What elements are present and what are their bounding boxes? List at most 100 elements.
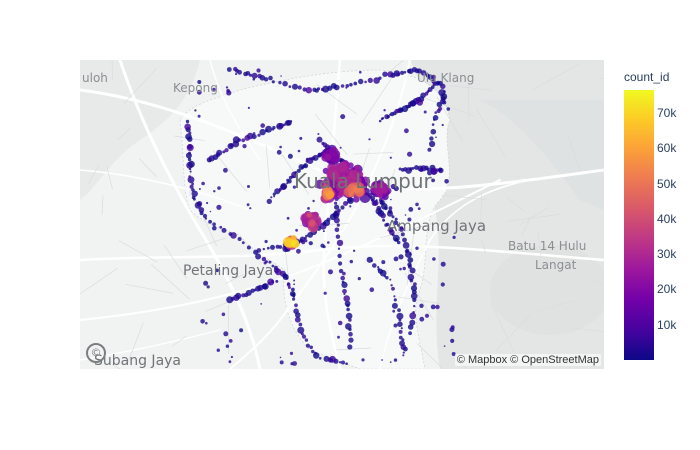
scatter-point [257, 284, 264, 291]
scatter-point [225, 344, 230, 348]
place-label-uloh: uloh [82, 71, 108, 85]
scatter-point [329, 355, 336, 363]
scatter-point [435, 304, 440, 310]
scatter-point [392, 234, 400, 242]
scatter-point [441, 123, 444, 127]
scatter-points [184, 66, 456, 366]
scatter-point [320, 87, 325, 92]
scatter-point [398, 335, 403, 340]
scatter-point [267, 278, 275, 286]
scatter-point [361, 358, 365, 362]
scatter-point [327, 241, 330, 244]
scatter-point [291, 171, 298, 179]
scatter-point [438, 89, 446, 97]
scatter-point [335, 234, 341, 239]
scatter-point [322, 245, 326, 249]
place-label-langat: Langat [535, 258, 577, 272]
scatter-point [209, 210, 212, 213]
scatter-point [347, 196, 353, 203]
scatter-point [334, 227, 340, 233]
scatter-point [372, 263, 377, 268]
scatter-point [391, 302, 398, 309]
scatter-point [404, 249, 409, 254]
scatter-point [343, 295, 351, 302]
scatter-point [415, 246, 419, 250]
scatter-point [420, 165, 427, 172]
scatter-point [404, 214, 407, 216]
scatter-point [440, 282, 445, 287]
map-canvas[interactable]: uloh Kepong Ulu Klang Kuala Lumpur Ampan… [80, 60, 604, 369]
scatter-point [237, 237, 242, 241]
scatter-point [389, 156, 392, 159]
scatter-point [337, 253, 342, 259]
scatter-point [191, 182, 194, 186]
scatter-point [342, 271, 346, 276]
scatter-point [415, 202, 419, 207]
place-labels: uloh Kepong Ulu Klang Kuala Lumpur Ampan… [82, 71, 586, 369]
scatter-point [308, 241, 313, 246]
scatter-point [420, 92, 426, 99]
scatter-point [339, 146, 342, 149]
scatter-point [212, 225, 217, 231]
scatter-point [398, 167, 402, 171]
scatter-point [303, 164, 307, 168]
scatter-point [424, 313, 430, 318]
scatter-point [433, 118, 436, 121]
map-panel[interactable]: uloh Kepong Ulu Klang Kuala Lumpur Ampan… [80, 60, 604, 369]
place-label-petaling-jaya: Petaling Jaya [183, 263, 273, 279]
scatter-point [309, 345, 313, 350]
scatter-point [390, 198, 392, 201]
scatter-point [435, 136, 437, 138]
scatter-point [337, 320, 343, 326]
place-label-batu-14-hulu: Batu 14 Hulu [508, 239, 586, 253]
scatter-point [200, 319, 205, 324]
scatter-point [305, 234, 308, 238]
scatter-point [430, 167, 438, 175]
mapbox-logo-icon[interactable]: © [86, 343, 106, 363]
scatter-point [337, 247, 341, 250]
scatter-point [219, 225, 223, 229]
scatter-point [260, 303, 263, 305]
scatter-point [440, 261, 446, 267]
scatter-point [247, 106, 250, 109]
scatter-point [257, 133, 261, 137]
scatter-point [417, 207, 421, 211]
scatter-point [382, 218, 386, 222]
scatter-point [338, 268, 344, 274]
scatter-point [221, 312, 226, 317]
scatter-point [275, 244, 280, 249]
scatter-point [263, 261, 267, 265]
scatter-point [293, 279, 296, 282]
scatter-point [187, 176, 195, 184]
hill-shading-southeast [490, 245, 604, 335]
scatter-point [265, 129, 269, 133]
scatter-point [427, 87, 433, 92]
scatter-point [397, 308, 401, 312]
scatter-point [336, 239, 344, 247]
scatter-point [216, 149, 223, 156]
map-attribution[interactable]: © Mapbox © OpenStreetMap [454, 354, 601, 366]
scatter-point [337, 335, 340, 339]
scatter-point [268, 75, 273, 81]
scatter-point [413, 282, 417, 286]
scatter-point [287, 286, 291, 289]
scatter-point [349, 205, 352, 208]
scatter-point [399, 267, 402, 271]
scatter-point [296, 248, 301, 254]
scatter-point [416, 68, 422, 74]
scatter-point [325, 190, 334, 200]
scatter-point [407, 104, 411, 108]
scatter-point [398, 254, 404, 260]
scatter-point [345, 84, 350, 88]
scatter-point [205, 321, 208, 325]
scatter-point [262, 247, 265, 251]
scatter-point [424, 91, 429, 96]
scatter-point [347, 344, 353, 350]
scatter-point [389, 361, 392, 363]
scatter-point [188, 151, 191, 155]
scatter-point [212, 87, 216, 91]
scatter-point [314, 351, 317, 355]
scatter-point [188, 175, 191, 178]
scatter-point [287, 153, 293, 159]
scatter-point [381, 359, 383, 361]
